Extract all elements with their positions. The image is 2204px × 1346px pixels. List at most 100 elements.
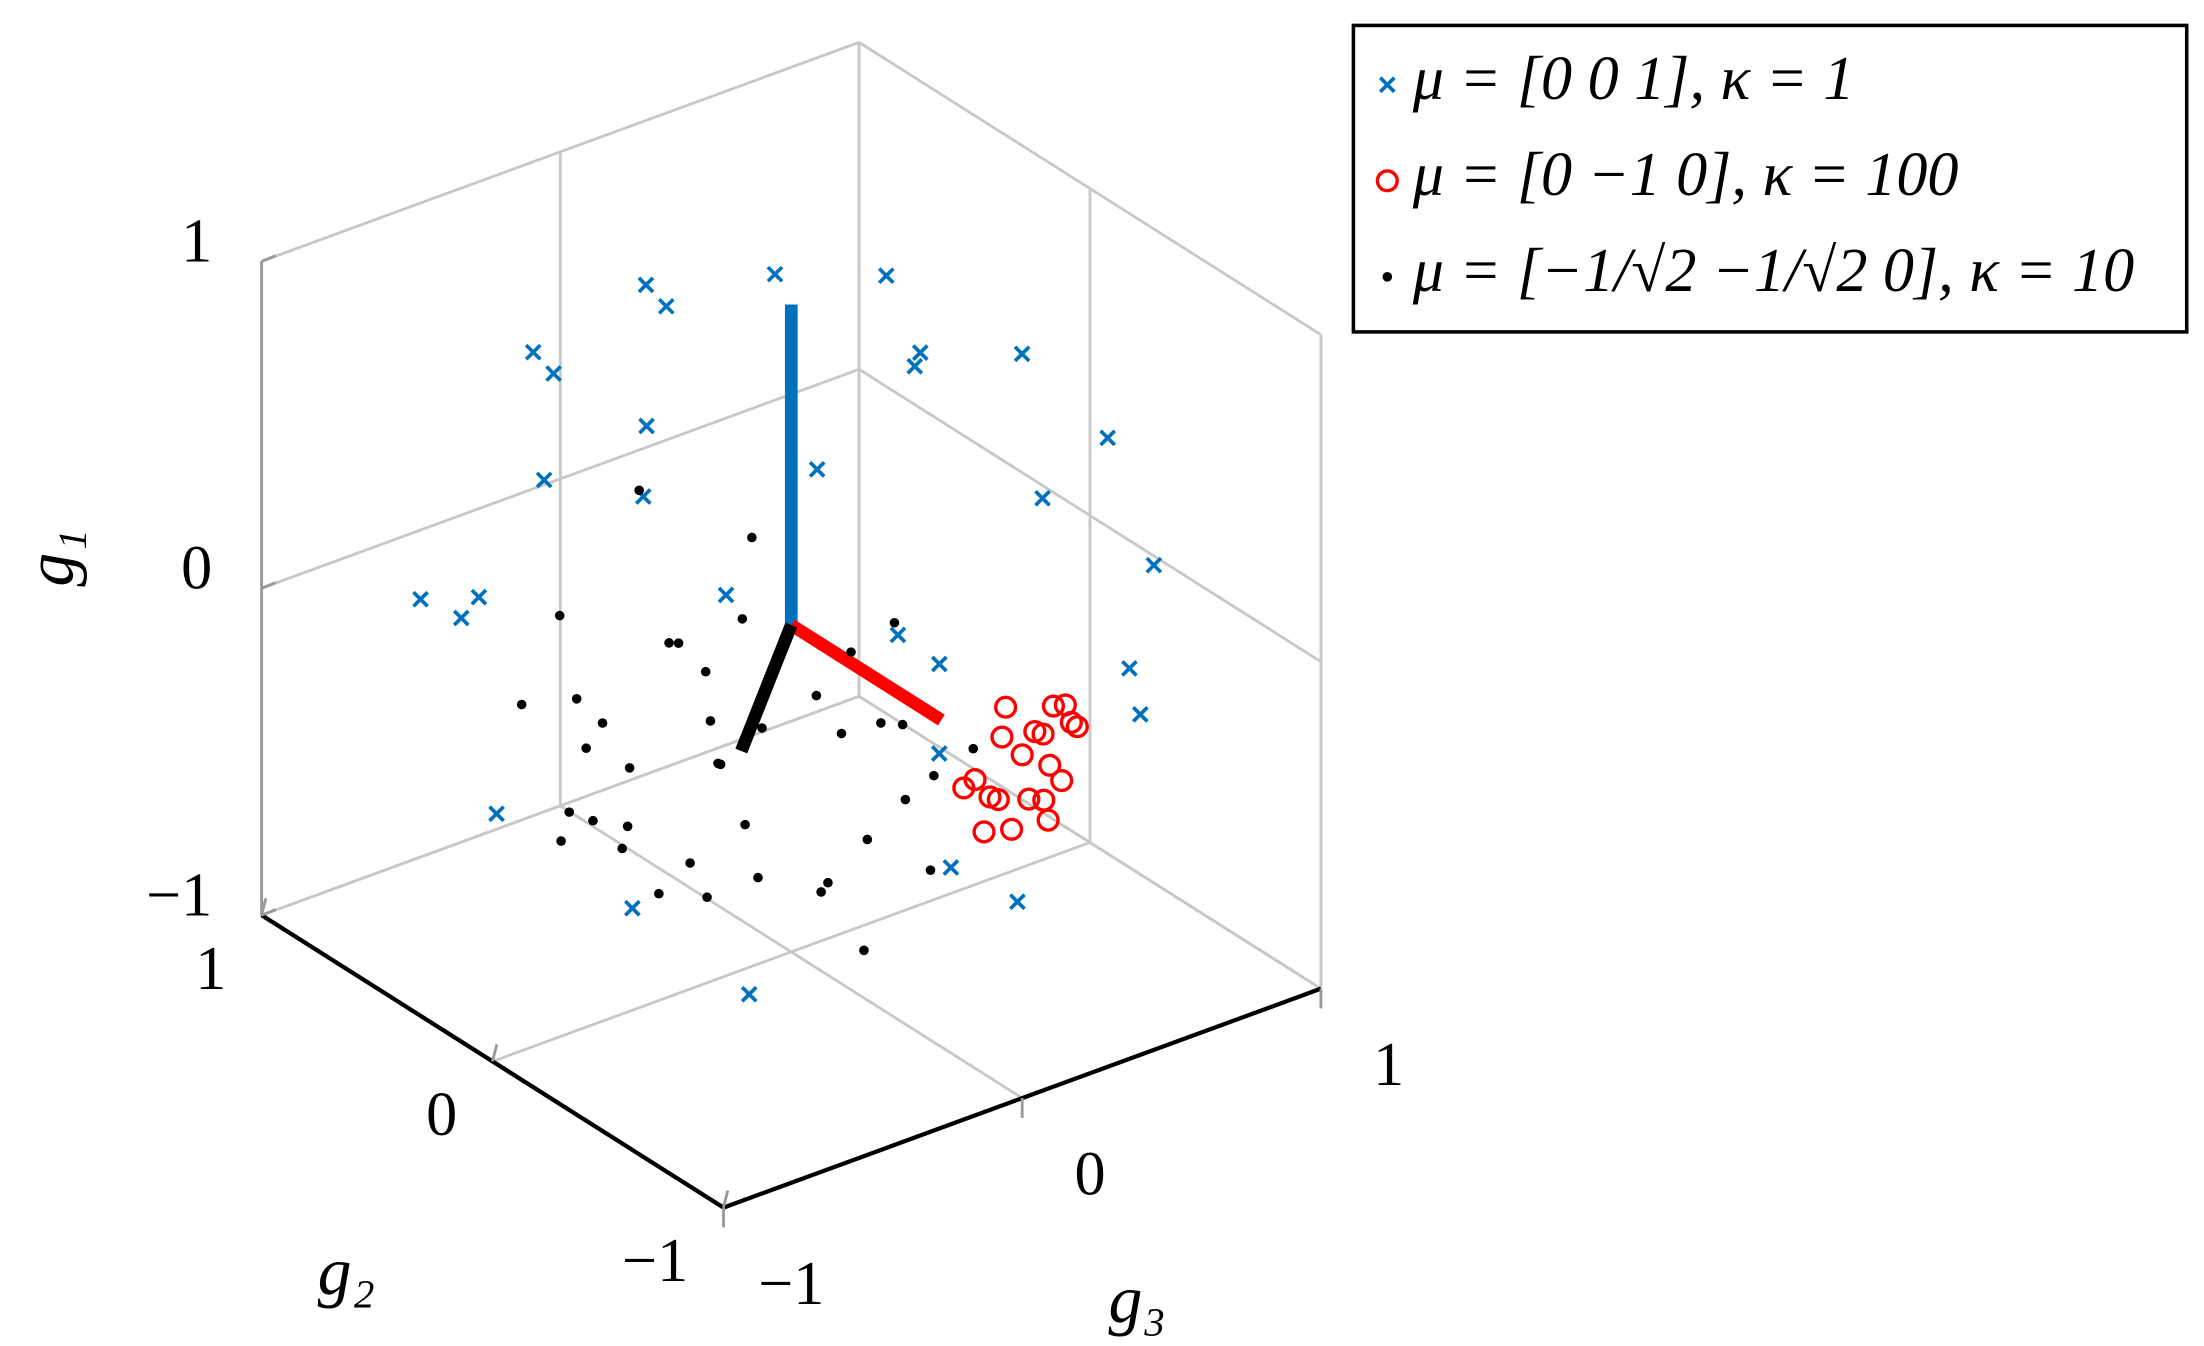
point <box>925 865 936 875</box>
point <box>685 858 695 868</box>
point <box>617 843 628 854</box>
point <box>1031 722 1055 746</box>
point <box>757 723 767 733</box>
point <box>876 718 886 728</box>
point <box>624 763 635 773</box>
point <box>1038 753 1062 777</box>
x-tick-label: 1 <box>1373 1031 1404 1099</box>
point <box>705 716 716 726</box>
point <box>952 776 976 800</box>
point <box>634 485 644 496</box>
point <box>906 357 924 375</box>
point <box>622 821 633 832</box>
y-tick-label: 1 <box>195 935 226 1003</box>
point <box>994 695 1018 719</box>
grid-line <box>261 694 860 917</box>
point <box>470 588 488 606</box>
point <box>1099 429 1117 447</box>
point <box>740 985 758 1003</box>
point <box>535 471 553 489</box>
point <box>554 610 565 621</box>
point <box>930 745 948 762</box>
point <box>702 892 712 903</box>
point <box>637 276 655 294</box>
tick-mark <box>491 1044 499 1062</box>
tick-mark <box>261 581 277 590</box>
point <box>624 899 641 917</box>
y-tick-label: −1 <box>622 1227 688 1295</box>
point <box>412 590 429 608</box>
legend-box <box>1351 23 2189 334</box>
point <box>986 787 1010 812</box>
point <box>753 872 763 883</box>
point <box>717 586 735 604</box>
legend-label: μ = [−1/√2 −1/√2 0], κ = 10 <box>1412 237 2134 305</box>
point <box>1036 808 1060 832</box>
point <box>700 666 711 677</box>
point <box>1000 817 1024 841</box>
point <box>713 758 723 769</box>
point <box>1013 345 1031 363</box>
tick-mark <box>261 254 277 263</box>
tick-mark <box>722 1190 730 1208</box>
point <box>766 265 784 283</box>
point <box>1009 893 1026 911</box>
point <box>889 617 900 628</box>
point <box>545 365 562 382</box>
point <box>1041 694 1066 718</box>
point <box>859 945 869 956</box>
point <box>737 614 748 624</box>
point <box>990 725 1014 749</box>
point <box>597 718 608 728</box>
point <box>897 719 908 730</box>
legend-marker <box>1375 169 1399 193</box>
point <box>1050 768 1074 793</box>
point <box>1017 787 1041 811</box>
point <box>588 815 598 826</box>
point <box>657 297 675 315</box>
y-axis-label: g₂ <box>318 1234 375 1309</box>
point <box>816 887 826 897</box>
legend-label: μ = [0 0 1], κ = 1 <box>1412 45 1855 113</box>
point <box>929 770 939 781</box>
point <box>836 728 847 739</box>
point <box>942 859 960 876</box>
point <box>808 460 826 478</box>
point <box>524 343 542 361</box>
point <box>846 647 856 657</box>
point <box>740 819 750 830</box>
point <box>638 417 655 435</box>
mean-direction <box>735 622 798 754</box>
point <box>654 888 664 899</box>
point <box>581 743 592 754</box>
tick-mark <box>261 908 277 917</box>
mean-direction <box>787 619 945 726</box>
point <box>931 655 948 673</box>
point <box>516 699 527 710</box>
point <box>811 690 822 701</box>
tick-mark <box>260 897 268 916</box>
point <box>673 638 684 649</box>
x-tick-label: 0 <box>1074 1140 1105 1208</box>
point <box>1053 693 1077 717</box>
point <box>452 609 470 627</box>
point <box>823 877 833 888</box>
point <box>900 794 911 805</box>
legend-marker <box>1382 272 1393 282</box>
point <box>1065 715 1089 739</box>
z-tick-label: 1 <box>181 207 212 275</box>
point <box>747 532 757 543</box>
z-tick-label: −1 <box>146 861 212 929</box>
x-tick-label: −1 <box>758 1250 824 1318</box>
x-axis-label: g₃ <box>1109 1262 1166 1337</box>
point <box>911 344 929 362</box>
point <box>556 836 566 846</box>
legend-label: μ = [0 −1 0], κ = 100 <box>1412 141 1959 209</box>
point <box>889 626 907 644</box>
point <box>571 694 582 704</box>
point <box>1121 660 1138 677</box>
point <box>664 638 674 648</box>
point <box>1131 706 1149 723</box>
